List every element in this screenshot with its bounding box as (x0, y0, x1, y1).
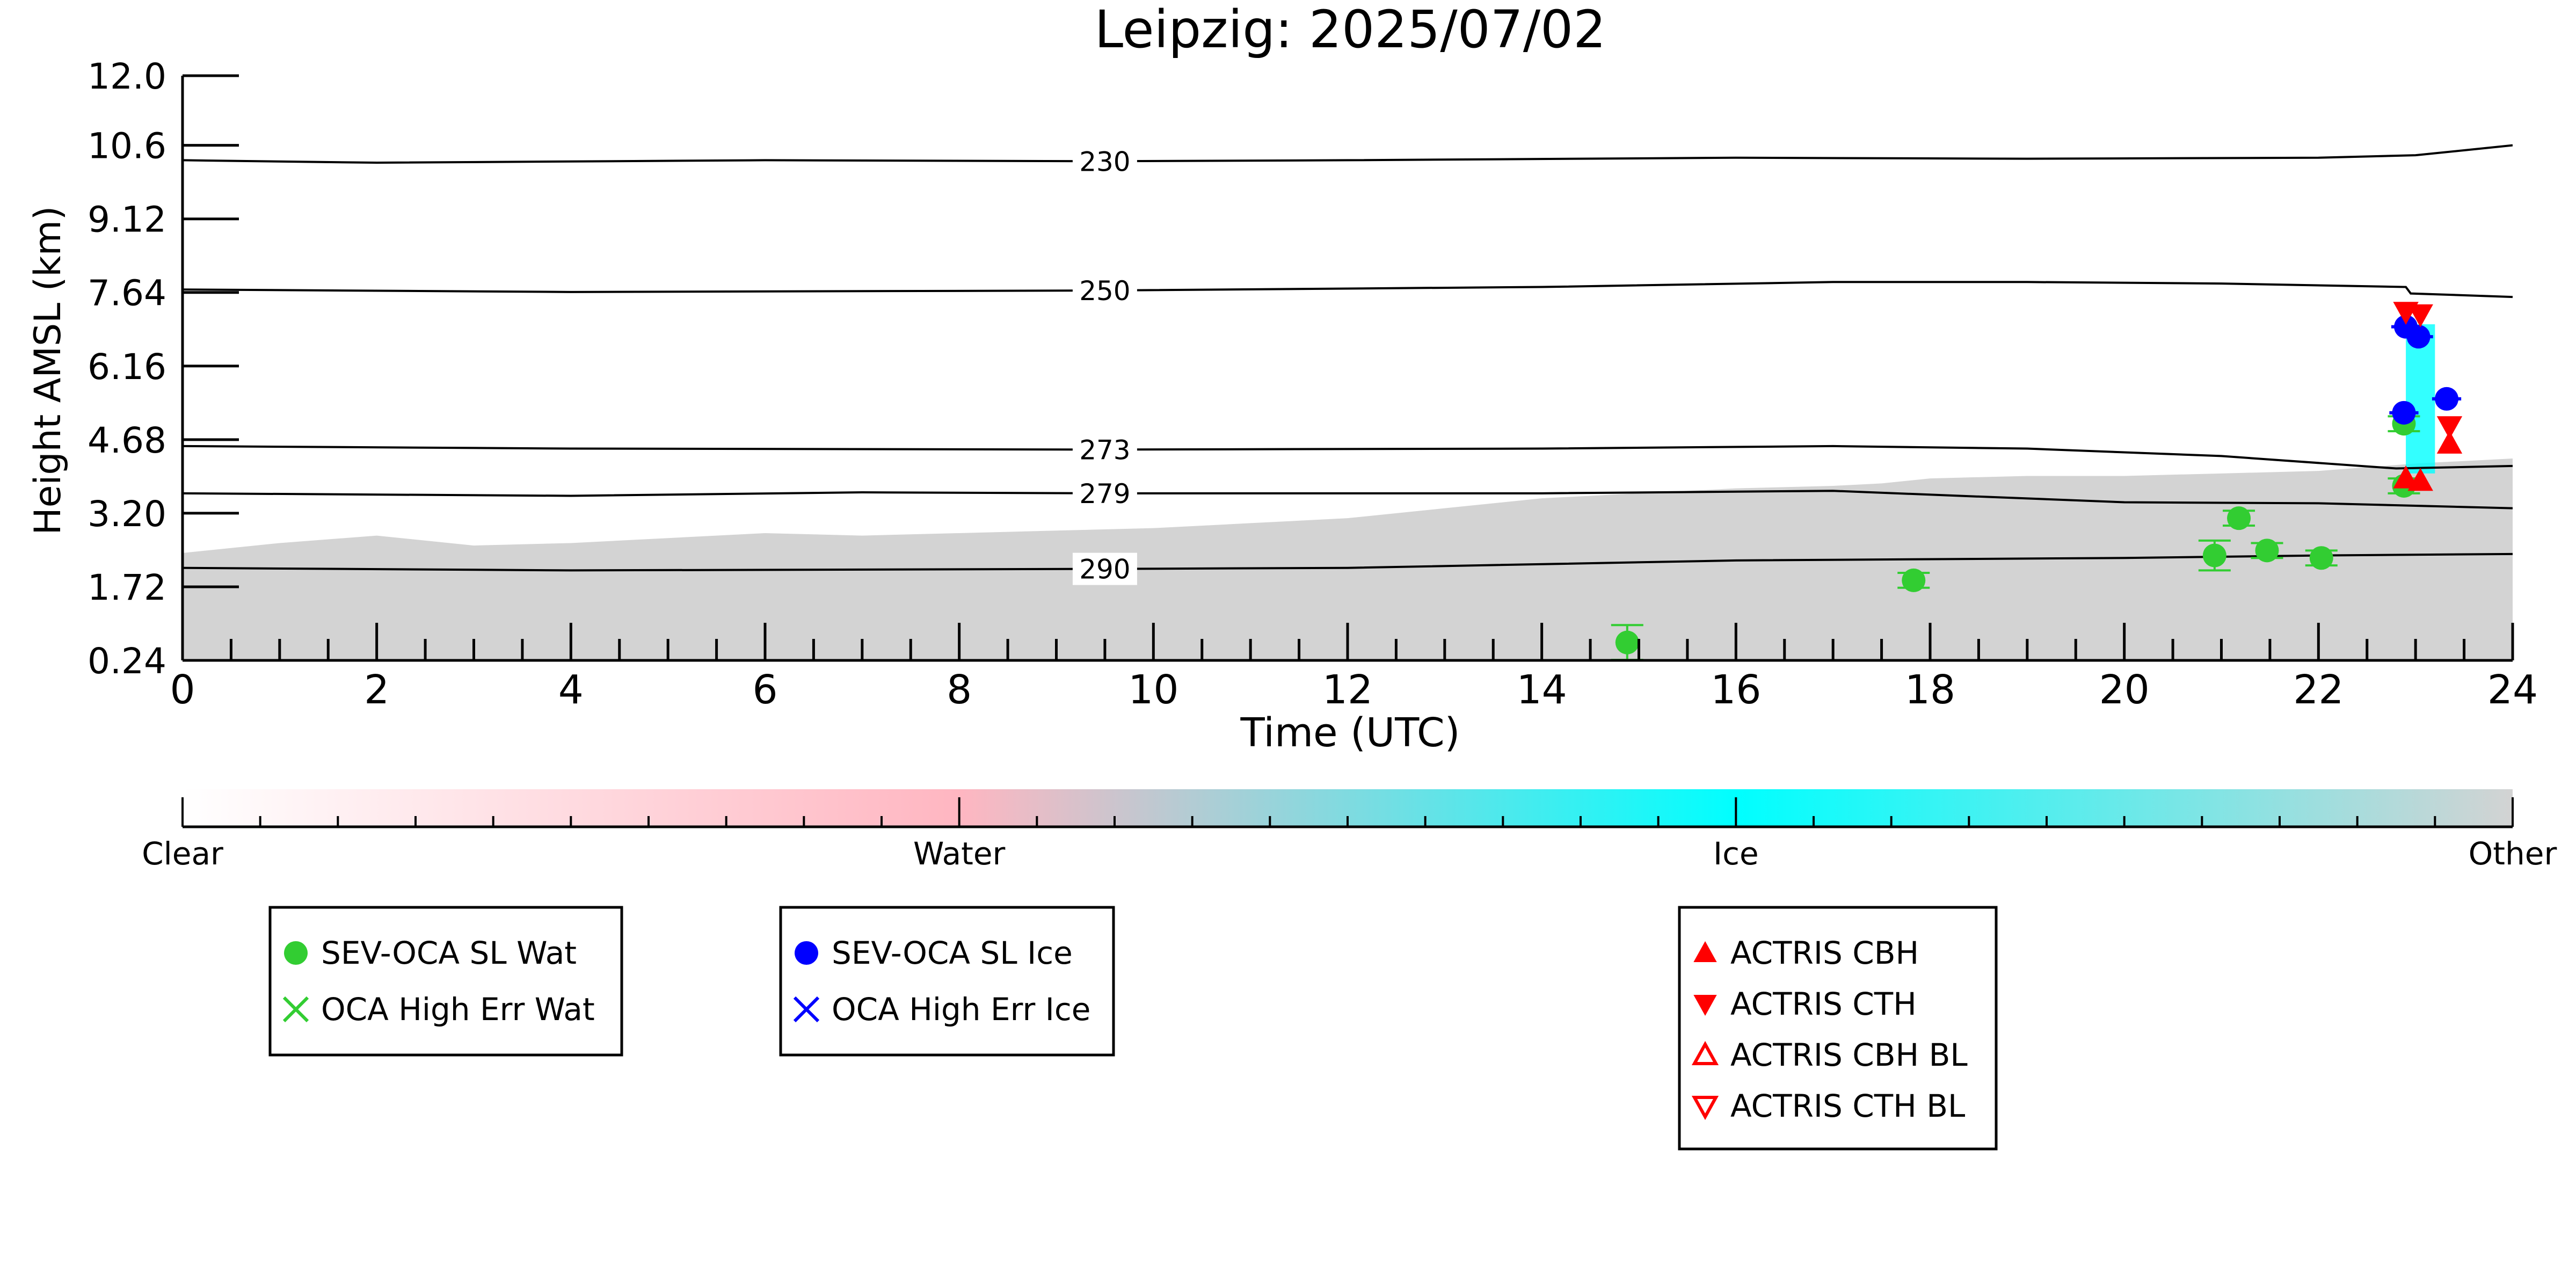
legend-box (268, 906, 623, 1057)
colorbar-label: Other (2469, 835, 2557, 872)
legend-label: ACTRIS CTH BL (1730, 1088, 1965, 1124)
legend-marker (1693, 995, 1717, 1016)
data-point (1615, 630, 1639, 654)
series-4 (2393, 431, 2463, 491)
data-point (2407, 304, 2433, 328)
series-2 (2389, 315, 2462, 425)
legend-label: ACTRIS CBH (1730, 935, 1919, 971)
x-axis-label: Time (UTC) (1240, 710, 1460, 756)
contour-label-bg-290 (1072, 552, 1137, 585)
x-tick-label: 22 (2293, 667, 2344, 713)
legend-marker (1691, 1040, 1719, 1065)
y-tick-label: 0.24 (88, 641, 166, 682)
plot-area: 230 250 273 279 290 (183, 144, 2513, 660)
colorbar: Clear Water Ice Other (142, 789, 2557, 872)
contour-label-bg-250 (1072, 274, 1137, 307)
contour-line-290 (183, 552, 2513, 572)
colorbar-label: Water (913, 835, 1006, 872)
legend-marker (1691, 1096, 1719, 1120)
legend-label: OCA High Err Wat (321, 991, 595, 1028)
contour-line-250 (183, 281, 2513, 299)
data-point (2227, 506, 2251, 530)
legend-2: ACTRIS CBH ACTRIS CTH ACTRIS CBH BL ACTRIS … (1678, 906, 1998, 1151)
contour-line-273 (183, 445, 2513, 470)
data-point (2202, 543, 2226, 567)
y-tick-label: 6.16 (88, 346, 166, 388)
y-tick-label: 3.20 (88, 493, 166, 535)
legend-marker (793, 996, 820, 1023)
legend-marker (795, 941, 818, 965)
contour-label-bg-273 (1072, 433, 1137, 466)
contour-label-250: 250 (1079, 275, 1130, 307)
legend-0: SEV-OCA SL Wat OCA High Err Wat (268, 906, 623, 1057)
x-tick-label: 4 (558, 667, 584, 713)
contour-label-230: 230 (1079, 146, 1130, 177)
data-point (2393, 465, 2419, 489)
contour-label-279: 279 (1079, 478, 1130, 510)
contour-290: 290 (183, 552, 2513, 585)
data-point (2406, 325, 2431, 349)
legend-marker (284, 941, 308, 965)
series-5 (2393, 302, 2463, 439)
x-tick-label: 8 (947, 667, 972, 713)
data-point (1902, 568, 1926, 592)
y-axis-label: Height AMSL (km) (27, 206, 69, 535)
y-tick-label: 4.68 (88, 420, 166, 461)
legend-marker (1693, 941, 1717, 962)
contour-label-bg-230 (1072, 145, 1137, 178)
x-tick-label: 2 (364, 667, 389, 713)
y-tick-label: 10.6 (88, 126, 166, 167)
x-tick-label: 20 (2099, 667, 2150, 713)
contour-line-279 (183, 490, 2513, 510)
data-point (2392, 401, 2416, 425)
y-tick-label: 9.12 (88, 199, 166, 241)
contour-label-290: 290 (1079, 554, 1130, 585)
legend-marker (282, 996, 309, 1023)
x-tick-label: 6 (752, 667, 777, 713)
legend-box (779, 906, 1115, 1057)
y-tick-label: 1.72 (88, 567, 166, 608)
y-tick-label: 7.64 (88, 273, 166, 314)
legend-label: SEV-OCA SL Wat (321, 935, 577, 971)
x-tick-label: 10 (1128, 667, 1178, 713)
colorbar-label: Clear (142, 835, 223, 872)
data-point (2435, 387, 2459, 411)
colorbar-label: Ice (1713, 835, 1759, 872)
x-tick-label: 24 (2487, 667, 2538, 713)
x-tick-label: 14 (1517, 667, 1567, 713)
data-point (2255, 539, 2279, 563)
y-tick-label: 12.0 (88, 56, 166, 97)
legend-label: OCA High Err Ice (832, 991, 1090, 1028)
data-point (2309, 546, 2333, 570)
x-tick-label: 0 (170, 667, 195, 713)
cloud-type-other-area (183, 459, 2513, 660)
data-point (2436, 416, 2463, 439)
x-tick-label: 18 (1905, 667, 1955, 713)
contour-250: 250 (183, 274, 2513, 307)
legend-1: SEV-OCA SL Ice OCA High Err Ice (779, 906, 1115, 1057)
x-tick-label: 12 (1322, 667, 1373, 713)
chart-title: Leipzig: 2025/07/02 (1095, 0, 1606, 60)
legend-label: ACTRIS CBH BL (1730, 1037, 1968, 1073)
cloud-type-ice-patch (2406, 324, 2435, 474)
x-tick-label: 16 (1711, 667, 1761, 713)
data-point (2436, 431, 2463, 454)
legend-box (1678, 906, 1998, 1151)
legend-label: SEV-OCA SL Ice (832, 935, 1073, 971)
legend-label: ACTRIS CTH (1730, 986, 1917, 1022)
contour-label-273: 273 (1079, 434, 1130, 465)
contour-label-bg-279 (1072, 477, 1137, 510)
contour-230: 230 (183, 144, 2513, 178)
contour-279: 279 (183, 477, 2513, 510)
contour-273: 273 (183, 433, 2513, 470)
data-point (2407, 468, 2433, 491)
contour-line-230 (183, 144, 2513, 164)
